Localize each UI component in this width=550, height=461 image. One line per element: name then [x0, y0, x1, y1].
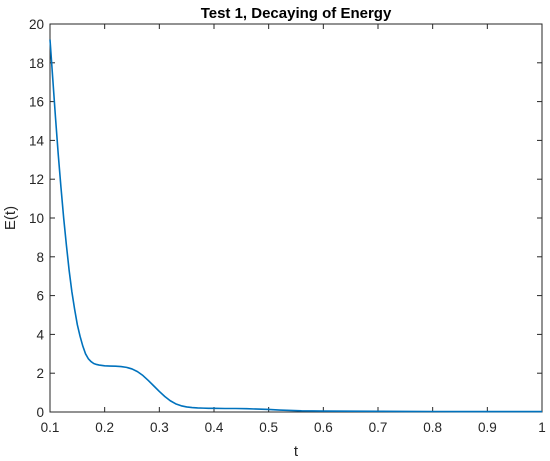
y-tick-label: 0	[36, 405, 44, 420]
chart-title: Test 1, Decaying of Energy	[201, 5, 392, 22]
x-tick-label: 1	[538, 420, 546, 435]
plot-area: 0.1 0.2 0.3 0.4 0.5 0.6 0.7 0.8 0.9 1 0 2 4 6 8 10 12 14…	[29, 17, 546, 435]
y-tick-label: 8	[36, 250, 44, 265]
y-tick-label: 6	[36, 289, 44, 304]
axes-box	[49, 23, 543, 413]
x-axis: 0.1 0.2 0.3 0.4 0.5 0.6 0.7 0.8 0.9 1	[41, 24, 546, 435]
y-tick-label: 10	[29, 211, 44, 226]
x-tick-label: 0.9	[478, 420, 497, 435]
y-tick-label: 14	[29, 133, 45, 148]
x-tick-label: 0.5	[259, 420, 278, 435]
x-tick-label: 0.2	[95, 420, 114, 435]
y-tick-label: 18	[29, 56, 44, 71]
x-tick-label: 0.8	[423, 420, 442, 435]
y-tick-label: 16	[29, 95, 44, 110]
x-tick-label: 0.3	[150, 420, 169, 435]
y-tick-label: 20	[29, 17, 44, 32]
energy-series-line	[49, 39, 542, 413]
y-axis: 0 2 4 6 8 10 12 14 16 18 20	[29, 17, 542, 420]
x-tick-label: 0.4	[205, 420, 224, 435]
y-tick-label: 12	[29, 172, 44, 187]
x-axis-label: t	[294, 443, 299, 460]
x-tick-label: 0.7	[369, 420, 388, 435]
y-tick-label: 2	[36, 366, 44, 381]
y-tick-label: 4	[36, 327, 44, 342]
x-tick-label: 0.6	[314, 420, 333, 435]
y-axis-label: E(t)	[2, 206, 19, 230]
x-tick-label: 0.1	[41, 420, 60, 435]
